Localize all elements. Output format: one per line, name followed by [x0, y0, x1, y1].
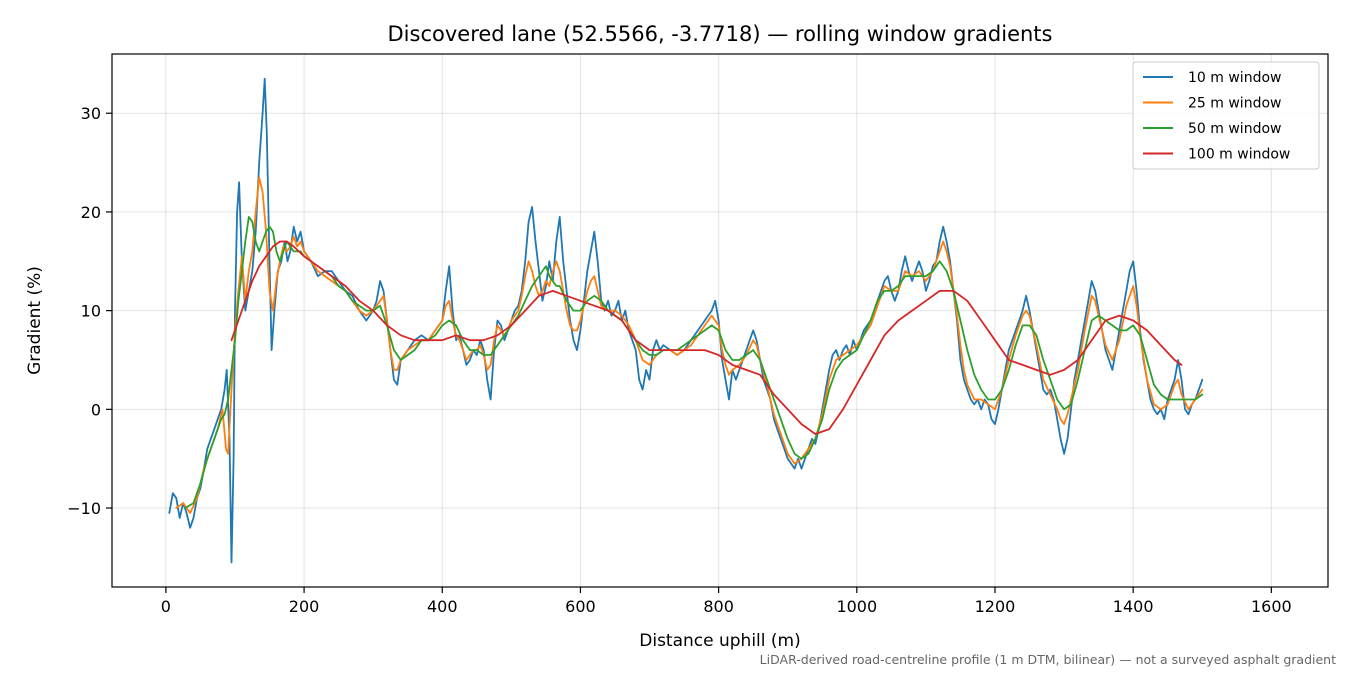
legend-label: 25 m window	[1188, 96, 1281, 112]
x-tick-label: 1400	[1113, 597, 1154, 616]
plot-area-frame	[111, 53, 1329, 588]
series-line-3	[184, 216, 1204, 509]
x-tick-label: 400	[427, 597, 458, 616]
series-line-1	[168, 77, 1204, 564]
y-axis-ticks: −10 0 10 20 30	[67, 104, 112, 518]
y-axis-label: Gradient (%)	[25, 266, 45, 375]
legend: 10 m window 25 m window 50 m window 100 m w…	[1132, 61, 1320, 170]
legend-label: 10 m window	[1188, 70, 1281, 86]
y-tick-label: 0	[91, 400, 101, 419]
chart-title: Discovered lane (52.5566, -3.7718) — rol…	[388, 22, 1053, 46]
grid	[112, 54, 1328, 587]
x-tick-label: 200	[289, 597, 320, 616]
y-tick-label: 10	[81, 302, 101, 321]
y-tick-label: 20	[81, 203, 101, 222]
x-tick-label: 1600	[1251, 597, 1292, 616]
x-tick-label: 600	[565, 597, 596, 616]
legend-label: 100 m window	[1188, 147, 1290, 163]
series-line-2	[175, 176, 1204, 514]
y-tick-label: 30	[81, 104, 101, 123]
x-tick-label: 0	[161, 597, 171, 616]
legend-frame	[1132, 61, 1320, 170]
series-line-4	[230, 240, 1183, 435]
x-axis-ticks: 0 200 400 600 800 1000 1200 1400 1600	[161, 587, 1292, 616]
series-group	[168, 77, 1204, 564]
legend-label: 50 m window	[1188, 121, 1281, 137]
x-tick-label: 800	[703, 597, 734, 616]
x-tick-label: 1200	[975, 597, 1016, 616]
y-tick-label: −10	[67, 499, 101, 518]
footnote: LiDAR-derived road-centreline profile (1…	[760, 652, 1336, 667]
x-axis-label: Distance uphill (m)	[639, 631, 800, 651]
x-tick-label: 1000	[836, 597, 877, 616]
